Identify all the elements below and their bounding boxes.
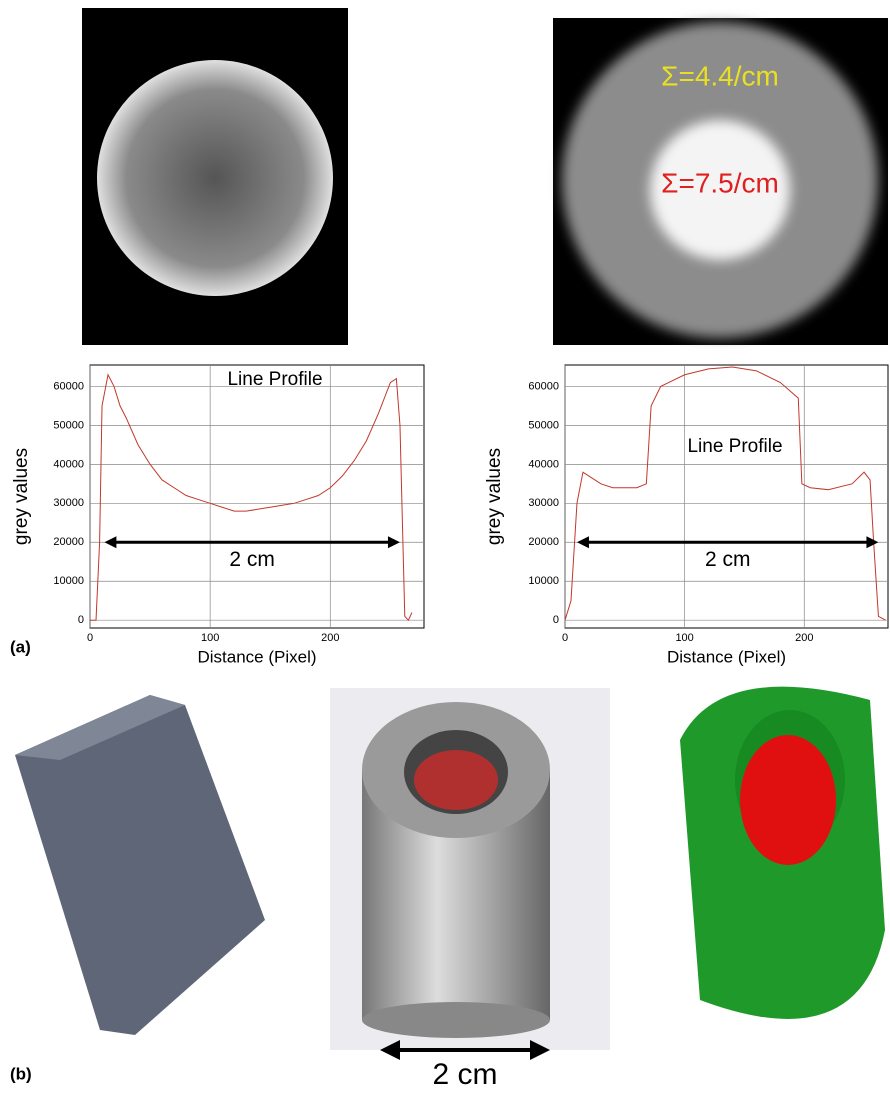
plot-area [565, 365, 888, 628]
arrow-head [104, 536, 116, 548]
arrow-head [866, 536, 878, 548]
sigma-outer: Σ=4.4/cm [661, 60, 779, 91]
line [90, 375, 412, 620]
panel-label: (a) [10, 637, 31, 656]
ct-image-left [82, 8, 348, 345]
y-tick-label: 10000 [53, 575, 84, 587]
y-tick-label: 40000 [53, 458, 84, 470]
annotation: Line Profile [227, 369, 322, 390]
x-axis-label: Distance (Pixel) [197, 647, 316, 666]
render-right [680, 687, 885, 1019]
arrow-head [388, 536, 400, 548]
plot-area [90, 365, 424, 628]
span-label: 2 cm [229, 548, 275, 571]
x-tick-label: 0 [562, 632, 568, 644]
sigma-inner: Σ=7.5/cm [661, 167, 779, 198]
y-tick-label: 30000 [53, 497, 84, 509]
ct-image-right: Σ=4.4/cm Σ=7.5/cm [553, 18, 888, 345]
arrow-head [577, 536, 589, 548]
y-tick-label: 0 [553, 614, 559, 626]
x-axis-label: Distance (Pixel) [667, 647, 786, 666]
line [565, 367, 886, 620]
y-tick-label: 40000 [528, 458, 559, 470]
figure: Σ=4.4/cm Σ=7.5/cm (a) 2 cm (b) 010000200… [0, 0, 890, 1094]
y-axis-label: grey values [11, 448, 32, 545]
scale-label: 2 cm [432, 1058, 497, 1091]
y-tick-label: 60000 [528, 380, 559, 392]
y-tick-label: 20000 [528, 536, 559, 548]
x-tick-label: 100 [201, 632, 219, 644]
x-tick-label: 200 [795, 632, 813, 644]
photo [330, 688, 610, 1050]
y-tick-label: 60000 [53, 380, 84, 392]
annotation: Line Profile [687, 436, 782, 457]
x-tick-label: 100 [675, 632, 693, 644]
y-tick-label: 50000 [53, 419, 84, 431]
x-tick-label: 200 [321, 632, 339, 644]
x-tick-label: 0 [87, 632, 93, 644]
y-tick-label: 50000 [528, 419, 559, 431]
render-left [15, 695, 265, 1035]
span-label: 2 cm [705, 548, 751, 571]
y-tick-label: 0 [78, 614, 84, 626]
y-axis-label: grey values [484, 448, 505, 545]
y-tick-label: 10000 [528, 575, 559, 587]
panel-label: (b) [10, 1064, 32, 1083]
y-tick-label: 20000 [53, 536, 84, 548]
y-tick-label: 30000 [528, 497, 559, 509]
